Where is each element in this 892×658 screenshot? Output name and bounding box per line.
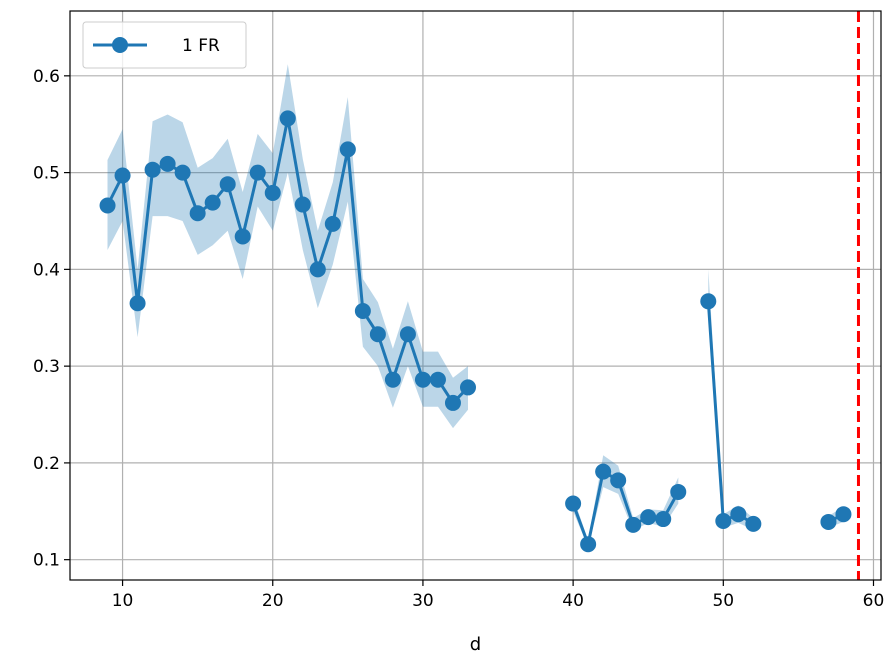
x-tick-label: 40 [562,591,584,611]
data-point [234,228,251,245]
series-markers [99,110,852,553]
data-point [414,371,431,388]
data-point [324,215,341,232]
data-point [399,326,416,343]
x-tick-label: 20 [262,591,284,611]
data-point [655,511,672,528]
data-point [189,205,206,222]
legend-marker-swatch [112,37,128,53]
data-point [595,463,612,480]
data-point [565,495,582,512]
data-point [384,371,401,388]
legend-label: 1 FR [182,36,220,56]
data-point [670,483,687,500]
y-tick-label: 0.3 [33,357,60,377]
data-point [99,197,116,214]
data-point [279,110,296,127]
data-point [715,512,732,529]
confidence-bands [107,64,844,548]
x-axis-label: d [470,634,481,655]
data-point [129,295,146,312]
data-point [309,261,326,278]
data-point [610,472,627,489]
x-tick-label: 10 [112,591,134,611]
y-tick-label: 0.1 [33,551,60,571]
data-point [369,326,386,343]
y-axis-ticks: 0.1 0.2 0.3 0.4 0.5 0.6 [33,67,70,571]
x-tick-label: 30 [412,591,434,611]
data-point [219,176,236,193]
data-point [339,141,356,158]
plot-frame [69,10,882,581]
legend: 1 FR [82,21,247,69]
x-axis-ticks: 10 20 30 40 50 60 [112,580,885,611]
data-point [429,371,446,388]
y-tick-label: 0.5 [33,164,60,184]
data-point [174,164,191,181]
data-point [294,196,311,213]
x-tick-label: 60 [863,591,885,611]
y-tick-label: 0.6 [33,67,60,87]
data-point [354,302,371,319]
data-point [459,379,476,396]
data-point [745,515,762,532]
data-point [580,536,597,553]
data-point [264,184,281,201]
data-point [144,161,161,178]
series-line [706,301,755,526]
data-point [249,164,266,181]
data-point [730,506,747,523]
data-point [700,293,717,310]
x-tick-label: 50 [712,591,734,611]
data-point [640,509,657,526]
grid-lines [70,11,881,580]
data-point [114,167,131,184]
y-tick-label: 0.2 [33,454,60,474]
data-point [159,155,176,172]
y-tick-label: 0.4 [33,260,60,280]
legend-box [82,21,247,69]
data-point [820,513,837,530]
data-point [444,394,461,411]
data-point [625,516,642,533]
data-point [204,194,221,211]
data-point [835,506,852,523]
